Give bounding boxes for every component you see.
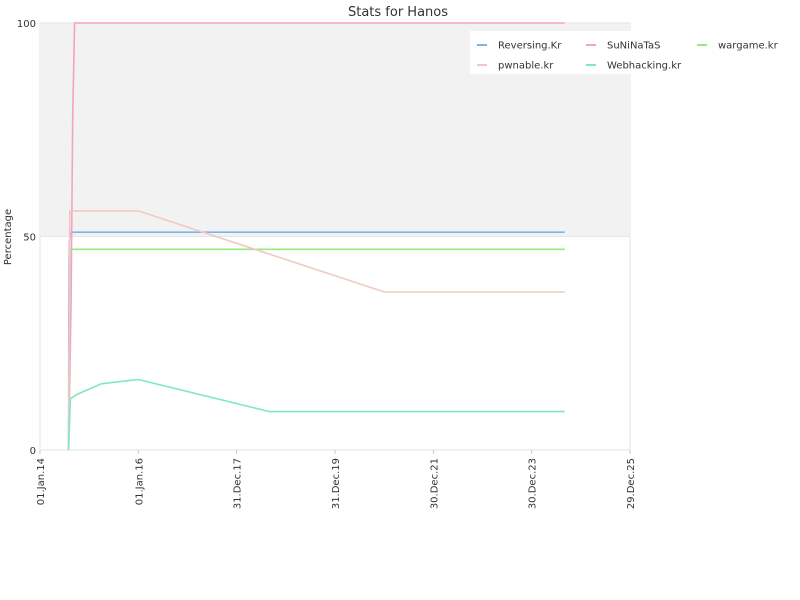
series-line-pwnable-kr — [67, 210, 565, 451]
legend-item: wargame.kr — [697, 41, 779, 52]
x-axis-ticks: 01.Jan.14 01.Jan.16 31.Dec.17 31.Dec.19 30.D… — [36, 450, 637, 509]
series-line-suninatas — [67, 22, 565, 451]
legend-label: wargame.kr — [718, 41, 779, 52]
legend-item: pwnable.kr — [477, 61, 554, 72]
y-tick-label: 100 — [17, 19, 36, 30]
legend-item: Webhacking.kr — [586, 61, 682, 72]
x-tick-label: 30.Dec.21 — [429, 458, 440, 509]
legend-label: SuNiNaTaS — [607, 41, 660, 52]
x-tick-label: 01.Jan.14 — [36, 458, 47, 505]
x-tick-label: 01.Jan.16 — [134, 458, 145, 505]
y-axis-label: Percentage — [3, 209, 14, 265]
legend: Reversing.Kr SuNiNaTaS wargame.kr pwnable.k… — [470, 31, 788, 74]
series-layer — [67, 22, 565, 451]
legend-item: Reversing.Kr — [477, 41, 562, 52]
legend-label: pwnable.kr — [498, 61, 554, 72]
legend-item: SuNiNaTaS — [586, 41, 660, 52]
y-axis-ticks: 0 50 100 — [17, 19, 36, 457]
x-tick-label: 31.Dec.19 — [331, 458, 342, 509]
legend-label: Reversing.Kr — [498, 41, 562, 52]
x-tick-label: 30.Dec.23 — [528, 458, 539, 509]
x-tick-label: 29.Dec.25 — [626, 458, 637, 509]
legend-box — [470, 31, 788, 74]
y-tick-label: 0 — [30, 446, 36, 457]
legend-label: Webhacking.kr — [607, 61, 682, 72]
series-line-webhacking-kr — [67, 378, 565, 451]
y-tick-label: 50 — [23, 233, 36, 244]
chart-title: Stats for Hanos — [348, 5, 448, 20]
x-tick-label: 31.Dec.17 — [233, 458, 244, 509]
